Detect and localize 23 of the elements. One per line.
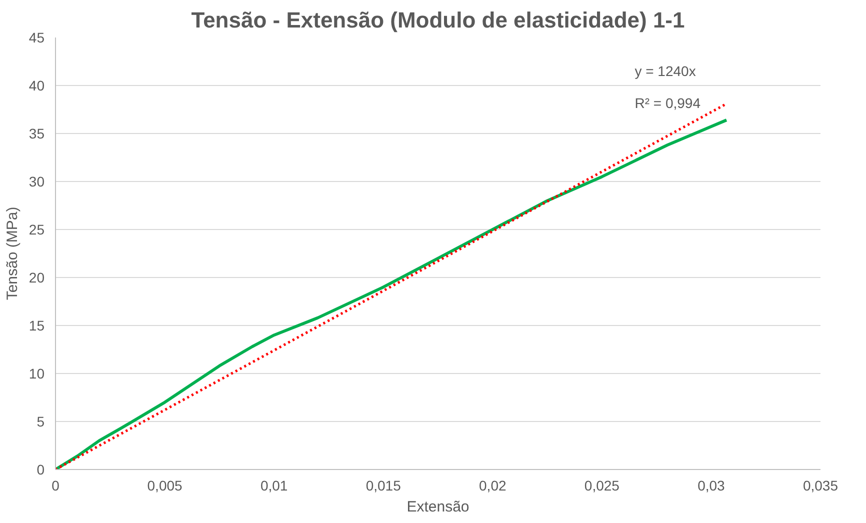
x-axis-title: Extensão	[406, 498, 470, 516]
x-tick-label: 0,03	[698, 478, 726, 494]
x-tick-label: 0,025	[584, 478, 620, 494]
x-tick-label: 0	[52, 478, 60, 494]
y-tick-label: 40	[28, 78, 45, 94]
x-tick-label: 0,005	[147, 478, 183, 494]
chart-title: Tensão - Extensão (Modulo de elasticidade) 1-1	[191, 8, 685, 32]
annotation: y = 1240x	[634, 63, 696, 80]
y-tick-label: 20	[28, 270, 45, 286]
y-tick-label: 15	[28, 318, 45, 334]
x-tick-label: 0,02	[479, 478, 506, 494]
y-tick-label: 0	[36, 462, 45, 478]
x-tick-label: 0,035	[802, 478, 838, 494]
annotation: R² = 0,994	[634, 94, 701, 111]
y-tick-label: 10	[28, 366, 45, 382]
y-tick-label: 30	[28, 174, 45, 190]
x-tick-label: 0,01	[260, 478, 288, 494]
x-tick-label: 0,015	[366, 478, 402, 494]
y-tick-label: 45	[28, 30, 45, 46]
y-tick-label: 35	[28, 126, 45, 142]
y-tick-label: 5	[36, 414, 45, 430]
y-axis-title: Tensão (MPa)	[4, 206, 21, 300]
y-tick-label: 25	[28, 222, 45, 238]
